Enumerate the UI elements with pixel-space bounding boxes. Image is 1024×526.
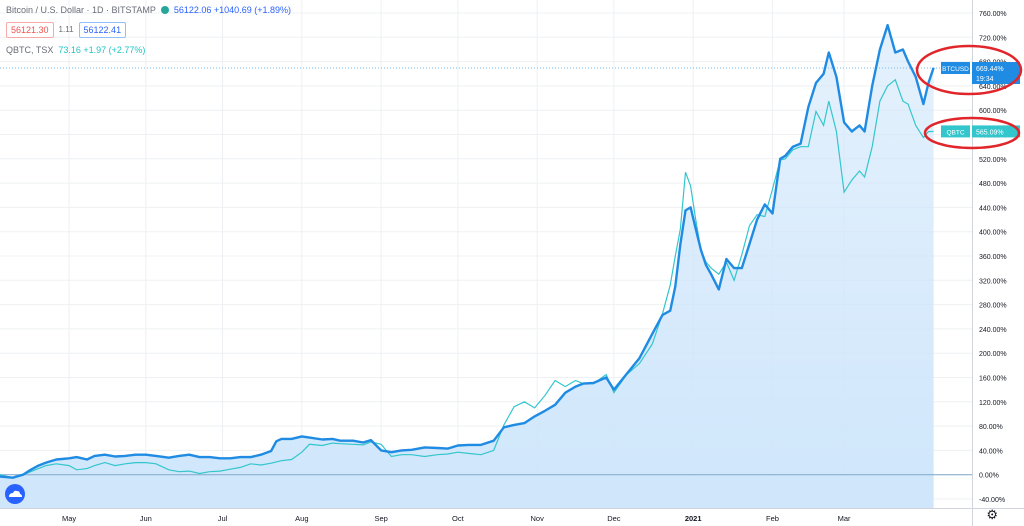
market-status-icon	[160, 6, 169, 14]
y-tick-label: 520.00%	[979, 157, 1007, 164]
y-tick-label: 720.00%	[979, 35, 1007, 42]
x-tick-label: Jul	[218, 514, 228, 523]
btc-series-line[interactable]	[0, 23, 935, 479]
main-series-legend[interactable]: Bitcoin / U.S. Dollar · 1D · BITSTAMP 56…	[6, 4, 291, 16]
y-tick-label: 640.00%	[979, 84, 1007, 91]
x-tick-label: Jun	[140, 514, 152, 523]
price-tag-countdown: 19:34	[976, 76, 994, 83]
buy-price-button[interactable]: 56122.41	[78, 22, 127, 38]
y-tick-label: 360.00%	[979, 254, 1007, 261]
sell-price-button[interactable]: 56121.30	[6, 22, 54, 38]
x-tick-label: Aug	[295, 514, 308, 523]
x-tick-label: Oct	[452, 514, 465, 523]
main-symbol-label: Bitcoin / U.S. Dollar · 1D · BITSTAMP	[6, 5, 156, 15]
price-tag-name-bg	[941, 62, 970, 75]
main-quote-value: 56122.06 +1040.69 (+1.89%)	[173, 5, 291, 15]
settings-gear-icon[interactable]: ⚙	[986, 507, 998, 522]
spread-value: 1.11	[58, 25, 74, 34]
annotation-circle-btc	[915, 44, 1023, 96]
y-tick-label: 400.00%	[979, 230, 1007, 237]
chart-legend: Bitcoin / U.S. Dollar · 1D · BITSTAMP 56…	[6, 4, 291, 62]
y-tick-label: -40.00%	[979, 497, 1005, 504]
y-tick-label: 440.00%	[979, 205, 1007, 212]
tradingview-logo-icon[interactable]	[5, 484, 25, 504]
y-tick-label: 120.00%	[979, 400, 1007, 407]
y-tick-label: 280.00%	[979, 303, 1007, 310]
compare-series-legend[interactable]: QBTC, TSX 73.16 +1.97 (+2.77%)	[6, 44, 291, 56]
annotation-circle-qbtc	[923, 116, 1021, 150]
price-tag-value-bg	[972, 125, 1020, 138]
y-tick-label: 480.00%	[979, 181, 1007, 188]
x-tick-label: Mar	[838, 514, 851, 523]
price-tag-value-bg	[972, 62, 1020, 85]
y-tick-label: 240.00%	[979, 327, 1007, 334]
price-tag-name: BTCUSD	[942, 66, 969, 73]
x-tick-label: 2021	[685, 514, 702, 523]
price-tag-value: 565.09%	[976, 129, 1004, 136]
compare-quote-value: 73.16 +1.97 (+2.77%)	[58, 45, 146, 55]
y-tick-label: 160.00%	[979, 376, 1007, 383]
y-tick-label: 320.00%	[979, 278, 1007, 285]
qbtc-series-line[interactable]	[0, 78, 934, 479]
price-tag-name: QBTC	[946, 129, 964, 136]
y-tick-label: 200.00%	[979, 351, 1007, 358]
x-tick-label: Nov	[530, 514, 544, 523]
x-tick-label: Sep	[374, 514, 387, 523]
y-tick-label: 0.00%	[979, 473, 999, 480]
bid-ask-row: 56121.30 1.11 56122.41	[6, 22, 291, 38]
y-tick-label: 80.00%	[979, 424, 1003, 431]
y-tick-label: 600.00%	[979, 108, 1007, 115]
price-tag-name-bg	[941, 125, 970, 138]
btc-area-fill	[0, 25, 934, 508]
price-tag-value: 669.44%	[976, 66, 1004, 73]
y-tick-label: 760.00%	[979, 11, 1007, 18]
x-tick-label: May	[62, 514, 76, 523]
x-tick-label: Dec	[607, 514, 621, 523]
y-tick-label: 40.00%	[979, 448, 1003, 455]
compare-symbol-label: QBTC, TSX	[6, 45, 54, 55]
x-tick-label: Feb	[766, 514, 779, 523]
